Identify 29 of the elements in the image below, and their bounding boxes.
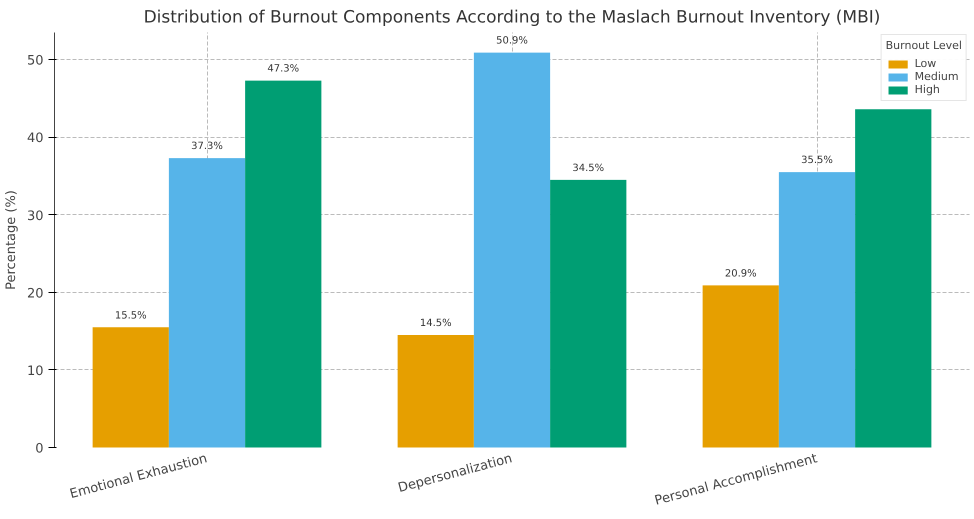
y-tick-label: 50 <box>26 54 44 69</box>
bar <box>702 285 779 448</box>
data-label: 20.9% <box>724 268 757 280</box>
legend-label: High <box>914 83 940 96</box>
legend-title: Burnout Level <box>886 39 962 52</box>
bar <box>245 80 322 448</box>
data-label: 15.5% <box>114 310 147 322</box>
bar <box>855 109 932 448</box>
bar <box>92 327 169 448</box>
data-label: 14.5% <box>420 318 452 330</box>
y-tick-label: 40 <box>26 131 44 146</box>
data-label: 50.9% <box>496 36 528 47</box>
data-label: 35.5% <box>801 155 833 166</box>
y-tick-label: 30 <box>26 208 44 224</box>
data-label: 34.5% <box>572 162 604 174</box>
y-axis-title: Percentage (%) <box>4 190 19 290</box>
y-tick-label: 20 <box>26 286 44 302</box>
legend-label: Low <box>914 57 936 70</box>
y-tick-label: 0 <box>35 442 44 456</box>
y-tick-label: 10 <box>26 364 44 379</box>
bar <box>550 180 626 448</box>
data-label: 37.3% <box>191 141 223 152</box>
bar <box>778 172 856 448</box>
legend-label: Medium <box>914 70 959 83</box>
data-label: 47.3% <box>267 64 300 75</box>
chart-title: Distribution of Burnout Components According to the Maslach Burnout Inventory (MBI) <box>144 8 880 28</box>
bar <box>474 52 550 448</box>
bar <box>168 158 246 448</box>
bar <box>398 335 474 448</box>
